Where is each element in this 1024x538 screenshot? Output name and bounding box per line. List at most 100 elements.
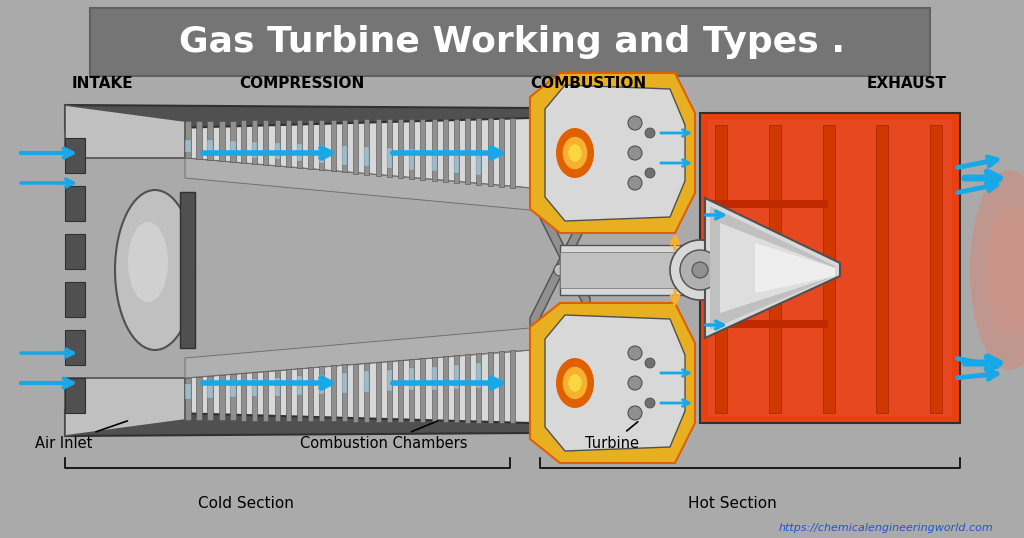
Ellipse shape [562,137,588,169]
Bar [487,118,493,186]
Bar [365,119,370,174]
Circle shape [680,250,720,290]
Circle shape [628,376,642,390]
Bar [229,121,236,162]
Bar [365,147,370,166]
Bar [454,365,459,388]
Bar [353,119,358,174]
Circle shape [645,168,655,178]
Polygon shape [185,118,530,188]
Bar [65,138,85,173]
Bar [197,377,202,420]
Polygon shape [710,206,835,330]
Bar [185,384,191,399]
Bar [65,186,85,221]
Bar [185,121,191,158]
Ellipse shape [985,205,1024,335]
Bar [274,143,280,159]
Polygon shape [545,315,685,451]
Bar [410,368,414,391]
Bar [376,362,381,422]
Bar [218,375,224,420]
Text: INTAKE: INTAKE [72,76,133,91]
Text: https://chemicalengineeringworld.com: https://chemicalengineeringworld.com [778,522,993,533]
Text: Hot Section: Hot Section [688,495,776,511]
Bar [208,140,213,154]
Text: Gas Turbine Working and Types .: Gas Turbine Working and Types . [179,25,845,59]
Polygon shape [185,350,530,423]
Ellipse shape [556,358,594,408]
Polygon shape [65,105,530,131]
Bar [454,118,459,183]
Bar [263,121,268,165]
Bar [365,371,370,392]
Circle shape [645,358,655,368]
Bar [560,252,690,288]
Bar [715,125,727,413]
Text: Combustion Chambers: Combustion Chambers [300,421,468,450]
Bar [229,374,236,420]
Polygon shape [705,198,840,338]
Circle shape [628,346,642,360]
Bar [229,141,236,156]
Bar [708,320,828,328]
Ellipse shape [568,374,582,392]
Bar [342,119,347,173]
Bar [297,376,302,395]
Bar [342,364,347,421]
Circle shape [645,128,655,138]
Bar [286,120,291,167]
Polygon shape [185,328,530,378]
Polygon shape [720,223,835,313]
Bar [465,118,470,184]
Bar [90,8,930,76]
Text: Air Inlet: Air Inlet [35,421,127,450]
Bar [65,282,85,317]
Bar [252,121,257,164]
Bar [308,120,313,169]
Bar [398,360,402,422]
Ellipse shape [568,144,582,162]
Bar [319,145,325,163]
Bar [708,200,828,208]
Bar [65,378,85,413]
Bar [476,363,481,388]
Bar [65,234,85,269]
Bar [241,373,246,421]
Circle shape [692,262,708,278]
Bar [65,330,85,365]
Bar [410,119,414,179]
Bar [185,139,191,152]
Bar [319,366,325,421]
Circle shape [582,312,598,328]
Bar [252,142,257,158]
Polygon shape [545,85,685,221]
Bar [387,119,392,176]
Bar [241,121,246,163]
Bar [476,118,481,185]
Polygon shape [65,410,530,436]
Ellipse shape [115,190,195,350]
Bar [431,357,436,422]
Polygon shape [530,313,590,353]
Bar [319,374,325,394]
Bar [476,152,481,175]
Bar [208,383,213,398]
Bar [420,119,425,180]
Bar [342,146,347,165]
Ellipse shape [970,170,1024,370]
Bar [297,369,302,421]
Bar [208,376,213,420]
Bar [353,364,358,422]
Bar [274,120,280,166]
Polygon shape [65,105,185,158]
Circle shape [628,116,642,130]
Bar [252,379,257,397]
Bar [708,260,828,268]
Text: EXHAUST: EXHAUST [866,76,946,91]
Bar [208,121,213,160]
Bar [930,125,942,413]
Bar [420,358,425,422]
Bar [180,192,195,348]
Polygon shape [65,378,185,436]
